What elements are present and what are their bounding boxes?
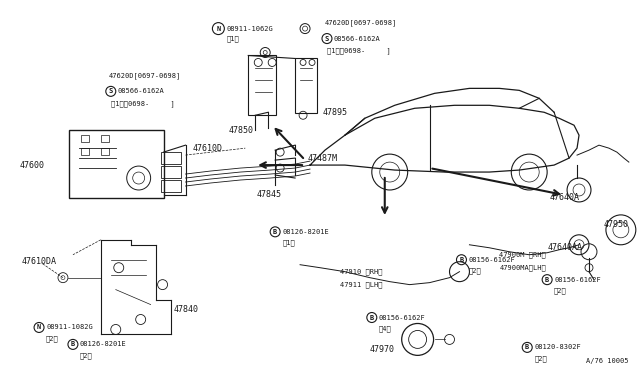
Text: 47840: 47840 bbox=[173, 305, 198, 314]
Text: 47845: 47845 bbox=[256, 190, 281, 199]
Text: 47610D: 47610D bbox=[193, 144, 223, 153]
Text: 08911-1082G: 08911-1082G bbox=[46, 324, 93, 330]
Text: 08126-8201E: 08126-8201E bbox=[80, 341, 127, 347]
Text: 47620D[0697-0698]: 47620D[0697-0698] bbox=[109, 72, 181, 79]
Bar bbox=[101, 148, 109, 155]
Text: 〨1〩゘0698-     ]: 〨1〩゘0698- ] bbox=[327, 47, 391, 54]
Text: 〨1〩: 〨1〩 bbox=[282, 240, 295, 246]
Bar bbox=[161, 152, 180, 164]
Text: B: B bbox=[545, 277, 549, 283]
Text: 08120-8302F: 08120-8302F bbox=[534, 344, 581, 350]
Text: 47895: 47895 bbox=[323, 108, 348, 117]
Bar bbox=[248, 55, 276, 115]
Text: 47910 〈RH〉: 47910 〈RH〉 bbox=[340, 268, 383, 275]
Text: 08911-1062G: 08911-1062G bbox=[227, 26, 273, 32]
Text: 47610DA: 47610DA bbox=[21, 257, 56, 266]
Text: 47950: 47950 bbox=[604, 220, 629, 230]
Text: 47640AA: 47640AA bbox=[547, 243, 582, 252]
Text: N: N bbox=[216, 26, 221, 32]
Text: 〨2〩: 〨2〩 bbox=[80, 352, 93, 359]
Text: B: B bbox=[460, 257, 463, 263]
Text: 47487M: 47487M bbox=[308, 154, 338, 163]
Text: 47600: 47600 bbox=[19, 161, 44, 170]
Text: 〨1〩゘0698-     ]: 〨1〩゘0698- ] bbox=[111, 100, 175, 107]
Text: 47620D[0697-0698]: 47620D[0697-0698] bbox=[325, 19, 397, 26]
Text: 〨2〩: 〨2〩 bbox=[534, 355, 547, 362]
Bar bbox=[161, 180, 180, 192]
Bar bbox=[81, 135, 89, 142]
Text: B: B bbox=[71, 341, 75, 347]
Text: B: B bbox=[525, 344, 529, 350]
Text: S: S bbox=[325, 36, 329, 42]
Text: B: B bbox=[370, 314, 374, 321]
Text: 47911 〈LH〉: 47911 〈LH〉 bbox=[340, 281, 383, 288]
Text: N: N bbox=[37, 324, 41, 330]
Text: B: B bbox=[273, 229, 277, 235]
Text: 08156-6162F: 08156-6162F bbox=[554, 277, 601, 283]
Text: 〨2〩: 〨2〩 bbox=[468, 267, 481, 274]
Text: 47640A: 47640A bbox=[549, 193, 579, 202]
Text: 08566-6162A: 08566-6162A bbox=[118, 89, 164, 94]
Bar bbox=[295, 58, 317, 113]
Text: 47900MA〈LH〉: 47900MA〈LH〉 bbox=[499, 264, 546, 271]
Bar bbox=[161, 166, 180, 178]
Text: A/76 10005: A/76 10005 bbox=[586, 358, 629, 364]
Text: 08126-8201E: 08126-8201E bbox=[282, 229, 329, 235]
Text: 08566-6162A: 08566-6162A bbox=[334, 36, 381, 42]
Text: 〨4〩: 〨4〩 bbox=[379, 325, 392, 332]
Text: 〨1〩: 〨1〩 bbox=[227, 35, 239, 42]
Text: 47850: 47850 bbox=[228, 126, 253, 135]
Bar bbox=[101, 135, 109, 142]
Text: S: S bbox=[109, 89, 113, 94]
Text: 〨2〩: 〨2〩 bbox=[46, 335, 59, 342]
Text: 47900M 〈RH〉: 47900M 〈RH〉 bbox=[499, 251, 546, 258]
Text: 〨2〩: 〨2〩 bbox=[554, 287, 567, 294]
Text: 08156-6162F: 08156-6162F bbox=[468, 257, 515, 263]
Bar bbox=[81, 148, 89, 155]
Text: 08156-6162F: 08156-6162F bbox=[379, 314, 426, 321]
Text: 47970: 47970 bbox=[370, 345, 395, 354]
Bar bbox=[69, 130, 164, 198]
